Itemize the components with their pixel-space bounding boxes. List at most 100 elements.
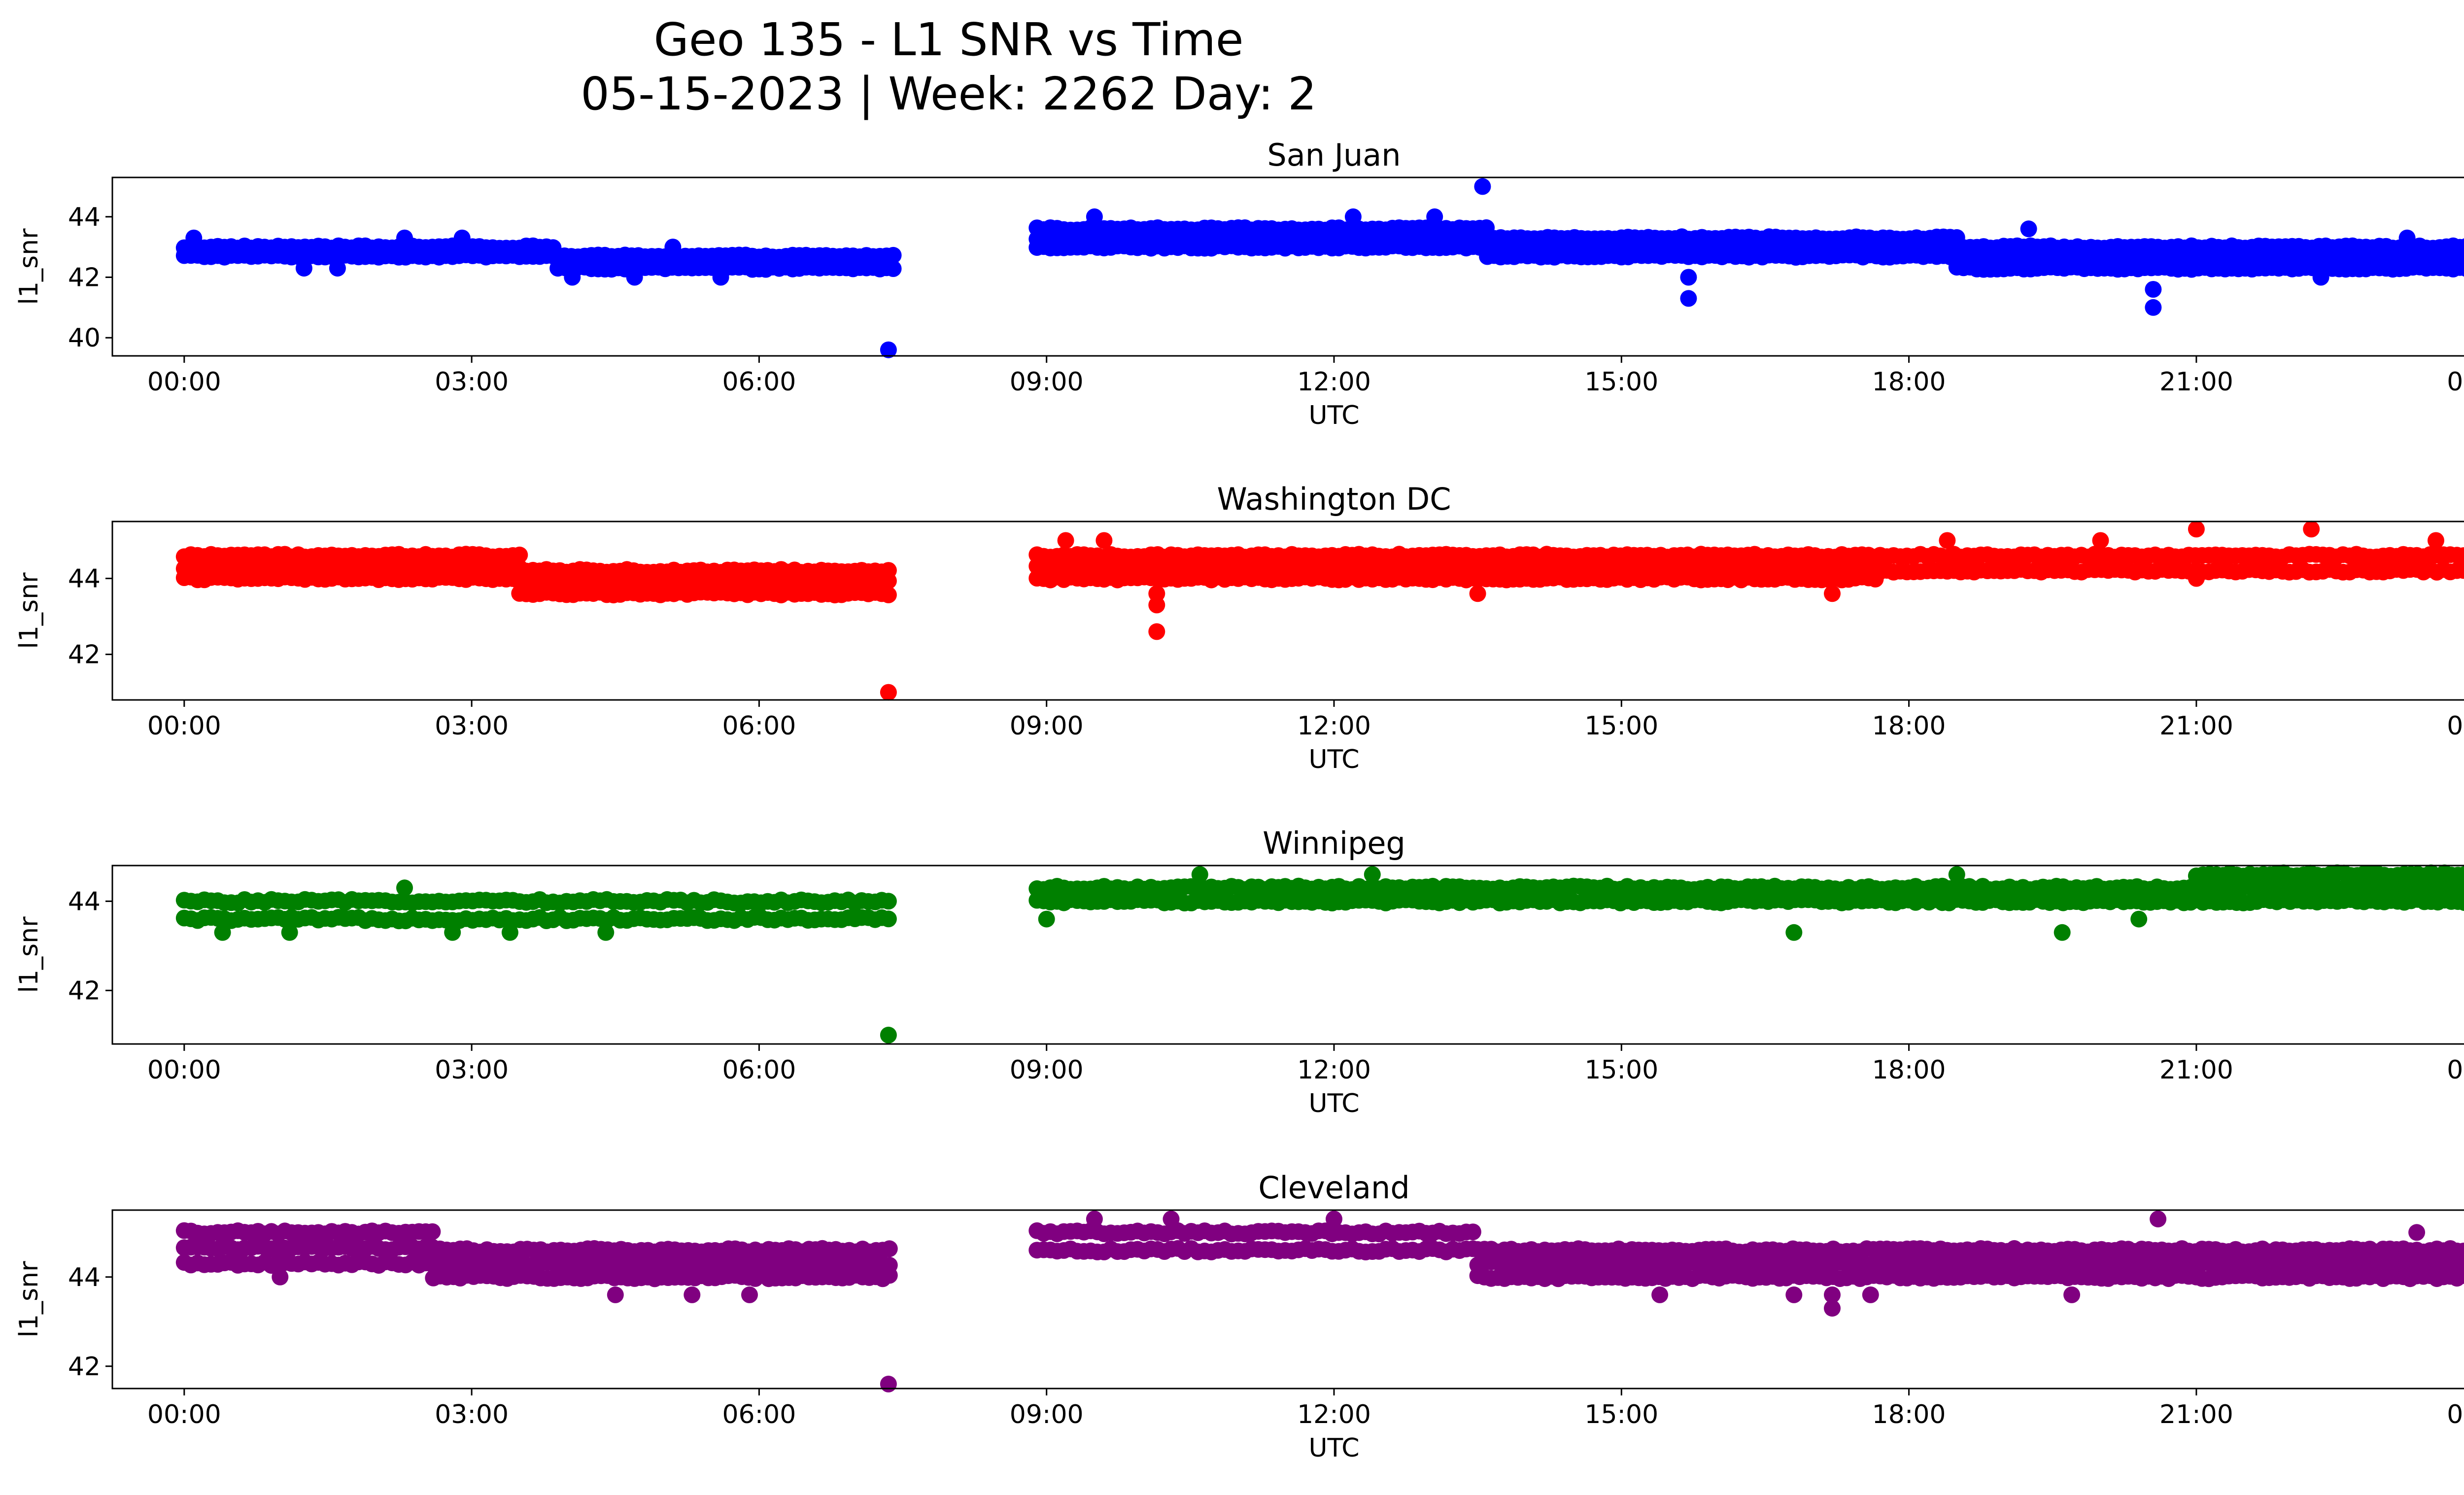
data-point [195, 570, 212, 587]
x-tick-label: 06:00 [722, 711, 796, 741]
data-point [1426, 208, 1443, 225]
x-axis-label: UTC [1308, 745, 1359, 774]
data-point [1364, 866, 1381, 883]
series-Winnipeg [175, 864, 2464, 1043]
data-point [664, 239, 682, 256]
data-point [1785, 1286, 1803, 1303]
data-point [880, 562, 897, 579]
y-axis-label: l1_snr [14, 228, 44, 305]
subplot-3: 00:00 03:00 06:00 09:00 12:00 15:00 18:00 21:00… [14, 825, 2464, 1118]
y-tick-label: 42 [68, 640, 101, 670]
data-point [1680, 290, 1697, 307]
x-tick-label: 18:00 [1872, 1055, 1946, 1085]
data-point [2463, 869, 2464, 877]
data-point [396, 879, 413, 897]
data-point [1939, 532, 1956, 549]
data-point [424, 1223, 441, 1240]
x-tick-label: 00:00 [2447, 1400, 2464, 1429]
y-tick-label: 44 [68, 887, 101, 916]
data-point [2456, 879, 2464, 896]
y-axis-label: l1_snr [14, 1261, 44, 1338]
data-point [2188, 1268, 2205, 1286]
data-point [2398, 229, 2416, 246]
x-tick-label: 00:00 [2447, 711, 2464, 741]
x-axis-label: UTC [1308, 401, 1359, 430]
x-tick-label: 06:00 [722, 367, 796, 397]
data-point [684, 1286, 701, 1303]
data-point [329, 260, 346, 277]
data-point [2063, 1286, 2081, 1303]
x-tick-label: 03:00 [435, 1400, 509, 1429]
data-point [1148, 623, 1165, 640]
x-tick-label: 03:00 [435, 1055, 509, 1085]
x-tick-label: 21:00 [2159, 367, 2233, 397]
x-tick-label: 21:00 [2159, 1055, 2233, 1085]
x-tick-label: 00:00 [147, 1055, 221, 1085]
data-point [1474, 178, 1491, 195]
data-point [2458, 238, 2464, 254]
data-point [1038, 910, 1055, 928]
data-point [2408, 1224, 2426, 1241]
x-tick-label: 15:00 [1584, 367, 1658, 397]
data-point [2428, 532, 2444, 549]
data-point [214, 924, 231, 941]
y-axis-label: l1_snr [14, 572, 44, 649]
x-tick-label: 18:00 [1872, 1400, 1946, 1429]
data-point [2463, 885, 2464, 893]
data-point [2462, 1271, 2464, 1282]
data-point [885, 246, 902, 264]
x-tick-label: 15:00 [1584, 711, 1658, 741]
data-point [396, 229, 413, 246]
data-point [607, 1286, 624, 1303]
data-point [2456, 894, 2464, 911]
data-point [2145, 299, 2162, 316]
data-point [2458, 260, 2464, 277]
data-point [564, 269, 581, 286]
figure-title-line1: Geo 135 - L1 SNR vs Time [654, 13, 1244, 66]
data-point [880, 1375, 897, 1392]
x-tick-label: 09:00 [1010, 367, 1084, 397]
data-point [2462, 1247, 2464, 1257]
x-tick-label: 06:00 [722, 1400, 796, 1429]
data-point [1651, 1286, 1669, 1303]
data-point [2455, 1243, 2464, 1259]
figure-title-line2: 05-15-2023 | Week: 2262 Day: 2 [581, 68, 1317, 120]
data-point [1824, 1286, 1841, 1303]
subplot-panels: 00:00 03:00 06:00 09:00 12:00 15:00 18:00 21:00… [14, 137, 2464, 1463]
subplot-title: Washington DC [1217, 481, 1451, 517]
subplot-title: Cleveland [1258, 1170, 1409, 1206]
subplot-2: 00:00 03:00 06:00 09:00 12:00 15:00 18:00 21:00… [14, 481, 2464, 774]
data-point [2020, 220, 2037, 238]
data-point [1148, 596, 1165, 614]
data-point [185, 229, 203, 246]
data-point [1086, 1211, 1103, 1228]
x-tick-label: 09:00 [1010, 1400, 1084, 1429]
data-point [880, 893, 897, 910]
data-point [741, 1286, 758, 1303]
y-axis-label: l1_snr [14, 916, 44, 993]
data-point [881, 1240, 898, 1257]
data-point [444, 924, 461, 941]
data-point [626, 269, 643, 286]
data-point [2462, 1258, 2464, 1270]
y-tick-label: 44 [68, 1263, 101, 1292]
data-point [2188, 570, 2205, 587]
x-axis-label: UTC [1308, 1089, 1359, 1118]
data-point [295, 260, 312, 277]
data-point [1057, 532, 1074, 549]
x-tick-label: 12:00 [1297, 1400, 1371, 1429]
data-point [281, 924, 298, 941]
data-point [1824, 1300, 1841, 1317]
y-tick-label: 40 [68, 323, 101, 353]
data-point [1680, 269, 1697, 286]
x-tick-label: 06:00 [722, 1055, 796, 1085]
x-tick-label: 21:00 [2159, 1400, 2233, 1429]
x-tick-label: 00:00 [147, 1400, 221, 1429]
data-point [1095, 532, 1113, 549]
x-tick-label: 18:00 [1872, 367, 1946, 397]
data-point [453, 229, 471, 246]
x-tick-label: 15:00 [1584, 1400, 1658, 1429]
x-tick-label: 12:00 [1297, 711, 1371, 741]
data-point [1948, 866, 1965, 883]
